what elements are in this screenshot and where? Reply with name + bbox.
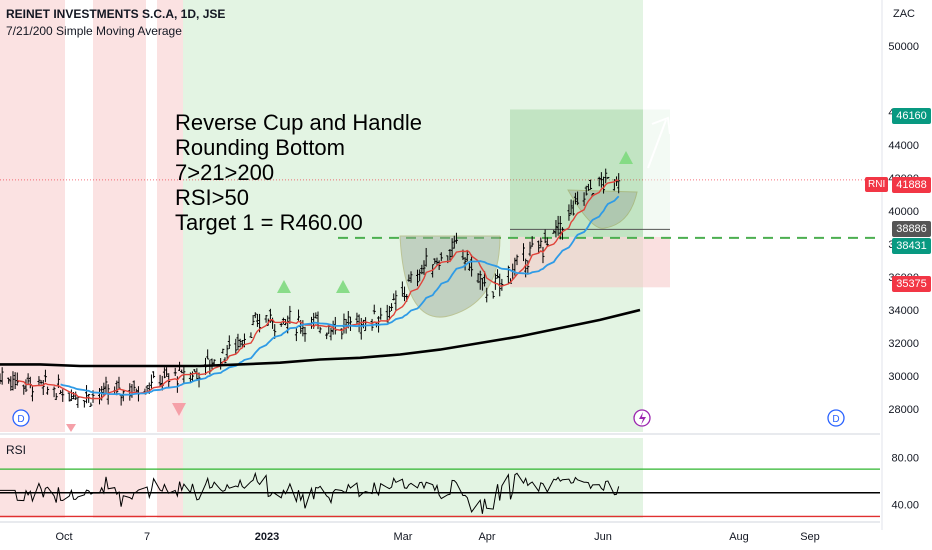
rsi-bear-zone — [93, 438, 146, 518]
loss-zone — [510, 236, 670, 288]
currency-label: ZAC — [893, 8, 915, 20]
rsi-bear-zone — [157, 438, 183, 518]
dividend-marker-letter: D — [17, 414, 24, 425]
rsi-tick-label: 80.00 — [891, 452, 919, 464]
annotation-line: Target 1 = R460.00 — [175, 210, 363, 235]
bear-zone — [0, 0, 65, 432]
stop-price-tag: 35375 — [892, 276, 931, 292]
moving-averages — [0, 179, 641, 400]
sell-signal-triangle — [66, 424, 76, 432]
rsi-bear-zone — [0, 438, 65, 518]
bear-zone — [157, 0, 183, 432]
rsi-bull-zone — [183, 438, 643, 518]
x-tick-label: 2023 — [255, 531, 279, 543]
annotation-line: 7>21>200 — [175, 160, 275, 185]
dividend-marker — [827, 409, 845, 427]
projection-arrow-head — [651, 116, 671, 135]
x-tick-label: 7 — [144, 531, 150, 543]
annotation-line: Rounding Bottom — [175, 135, 345, 160]
indicator-legend: 7/21/200 Simple Moving Average — [6, 24, 182, 38]
dividend-marker — [12, 409, 30, 427]
x-tick-label: Aug — [729, 531, 749, 543]
chart-header: REINET INVESTMENTS S.C.A, 1D, JSE 7/21/2… — [6, 6, 225, 40]
x-tick-label: Sep — [800, 531, 820, 543]
symbol-tag: RNI — [865, 177, 889, 192]
y-tick-label: 30000 — [888, 371, 919, 383]
projection-arrow — [647, 119, 667, 169]
y-tick-label: 34000 — [888, 305, 919, 317]
y-tick-label: 50000 — [888, 41, 919, 53]
grid-lines — [0, 0, 883, 530]
buy-signal-triangle — [277, 280, 291, 293]
trade-annotation: Reverse Cup and Handle Rounding Bottom 7… — [175, 110, 422, 235]
rsi-tick-label: 40.00 — [891, 500, 919, 512]
lightning-icon — [639, 412, 646, 425]
buy-signal-triangle — [619, 151, 633, 164]
signal-zones — [0, 0, 643, 518]
sma21-line — [60, 195, 620, 396]
annotation-line: Reverse Cup and Handle — [175, 110, 423, 135]
bull-zone — [183, 0, 643, 432]
x-tick-label: Oct — [55, 531, 72, 543]
x-tick-label: Jun — [594, 531, 612, 543]
dividend-marker-letter: D — [832, 414, 839, 425]
level-price-tag: 38886 — [892, 221, 931, 237]
target-price-tag: 46160 — [892, 108, 931, 124]
x-tick-label: Apr — [478, 531, 495, 543]
y-tick-label: 44000 — [888, 140, 919, 152]
sma7-line — [17, 179, 619, 400]
entry-price-tag: 38431 — [892, 238, 931, 254]
profit-zone-ext — [643, 109, 670, 237]
annotation-line: RSI>50 — [175, 185, 249, 210]
sma200-line — [0, 308, 641, 368]
rsi-pane — [0, 468, 880, 518]
x-tick-label: Mar — [394, 531, 413, 543]
chart-title: REINET INVESTMENTS S.C.A, 1D, JSE — [6, 7, 226, 21]
y-tick-label: 28000 — [888, 404, 919, 416]
rsi-line — [0, 471, 620, 514]
last-price-tag: 41888 — [892, 177, 931, 193]
rsi-label: RSI — [6, 443, 27, 457]
bear-zone — [93, 0, 146, 432]
buy-signal-triangle — [336, 280, 350, 293]
axes: 2800030000320003400036000380004000042000… — [55, 41, 919, 543]
y-tick-label: 32000 — [888, 338, 919, 350]
sell-signal-triangle — [172, 403, 186, 416]
y-tick-label: 40000 — [888, 206, 919, 218]
